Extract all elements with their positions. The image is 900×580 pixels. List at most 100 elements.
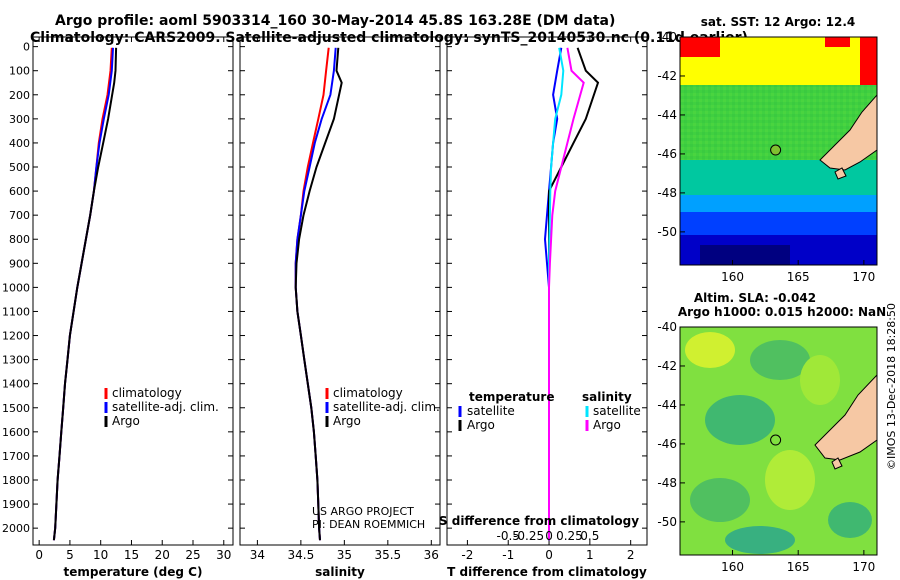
sst_map-frame [679,36,878,266]
temperature-xtick-label: 5 [66,548,74,562]
sla_map-ytick-label: -44 [657,398,677,412]
depth-tick-label: 600 [9,185,30,198]
difference-xtick-label: 1 [586,548,594,562]
temperature-frame [32,36,234,546]
sst_map-float-marker [770,144,782,156]
sla_map-xtick-label: 160 [721,560,744,574]
sla_map-xtick-label: 170 [852,560,875,574]
depth-tick-label: 1500 [2,402,30,415]
depth-tick-label: 800 [9,233,30,246]
credit-imos: ©IMOS 13-Dec-2018 18:28:50 [885,303,898,470]
difference-x2label: S difference from climatology [439,514,639,528]
difference-xtick-label: -2 [461,548,473,562]
depth-tick-label: 1600 [2,426,30,439]
temperature-xtick-label: 0 [35,548,43,562]
difference-xtick-label: 0 [545,548,553,562]
sla_map-xtick-label: 165 [787,560,810,574]
depth-tick-label: 1000 [2,281,30,294]
difference-x2tick-label: 0.25 [556,529,583,543]
sla-map-field [680,327,877,555]
depth-tick-label: 2000 [2,522,30,535]
temperature-legend-label: Argo [112,414,140,428]
figure-title-line2: Climatology: CARS2009. Satellite-adjuste… [30,30,748,46]
sla_map-float-marker [770,434,782,446]
salinity-xtick-label: 36 [424,548,439,562]
difference-legend-label-salinity: Argo [593,418,621,432]
sst-map-title: sat. SST: 12 Argo: 12.4 [701,15,855,29]
sst_map-ytick-label: -42 [657,69,677,83]
salinity-series-argo [294,47,343,541]
sla-map-subtitle: Argo h1000: 0.015 h2000: NaN [678,305,886,319]
depth-tick-label: 400 [9,137,30,150]
salinity-frame [239,36,441,546]
temperature-xtick-label: 25 [185,548,200,562]
depth-tick-label: 1400 [2,378,30,391]
salinity-legend-label: satellite-adj. clim. [333,400,440,414]
depth-tick-label: 100 [9,65,30,78]
difference-x2tick-label: -0.5 [497,529,520,543]
temperature-series-satellite-adj-clim- [52,47,114,541]
temperature-series-argo [52,47,118,541]
sla_map-ytick-label: -48 [657,476,677,490]
sla_map-ytick-label: -50 [657,515,677,529]
temperature-legend-label: climatology [112,386,182,400]
difference-xlabel: T difference from climatology [447,565,647,579]
depth-tick-label: 1200 [2,330,30,343]
depth-tick-label: 1100 [2,305,30,318]
difference-legend-title-salinity: salinity [582,390,632,404]
credit-project: US ARGO PROJECT [312,505,414,518]
temperature-xtick-label: 20 [155,548,170,562]
temperature-xtick-label: 15 [124,548,139,562]
sla_map-frame [679,326,878,556]
sst_map-xtick-label: 170 [852,270,875,284]
temperature-legend-label: satellite-adj. clim. [112,400,219,414]
difference-frame [446,36,648,546]
difference-legend-label-temperature: satellite [467,404,515,418]
difference-x2tick-label: -0.25 [513,529,544,543]
depth-tick-label: 1800 [2,474,30,487]
sst-map-field [680,37,877,265]
difference-x2tick-label: 0.5 [580,529,599,543]
difference-legend-label-temperature: Argo [467,418,495,432]
sla_map-ytick-label: -42 [657,359,677,373]
difference-series-temperature-satellite [543,47,563,541]
difference-xtick-label: 2 [627,548,635,562]
depth-tick-label: 500 [9,161,30,174]
salinity-xtick-label: 34 [250,548,265,562]
credit-pi: PI: DEAN ROEMMICH [312,518,426,531]
depth-tick-label: 700 [9,209,30,222]
sst_map-xtick-label: 165 [787,270,810,284]
difference-legend-title-temperature: temperature [469,390,554,404]
difference-legend-label-salinity: satellite [593,404,641,418]
salinity-xlabel: salinity [315,565,365,579]
sst_map-ytick-label: -50 [657,225,677,239]
temperature-xtick-label: 30 [216,548,231,562]
temperature-xlabel: temperature (deg C) [64,565,203,579]
depth-tick-label: 200 [9,89,30,102]
depth-tick-label: 900 [9,257,30,270]
salinity-xtick-label: 34.5 [288,548,315,562]
salinity-legend-label: climatology [333,386,403,400]
depth-tick-label: 1300 [2,354,30,367]
depth-tick-label: 0 [23,41,30,54]
difference-xtick-label: -1 [502,548,514,562]
sst_map-ytick-label: -46 [657,147,677,161]
salinity-series-climatology [294,47,330,541]
salinity-xtick-label: 35.5 [374,548,401,562]
sla_map-ytick-label: -40 [657,320,677,334]
sst_map-xtick-label: 160 [721,270,744,284]
salinity-xtick-label: 35 [337,548,352,562]
salinity-legend-label: Argo [333,414,361,428]
figure-title-line1: Argo profile: aoml 5903314_160 30-May-20… [55,13,616,29]
depth-tick-label: 300 [9,113,30,126]
sst_map-ytick-label: -48 [657,186,677,200]
depth-tick-label: 1900 [2,498,30,511]
sst_map-ytick-label: -44 [657,108,677,122]
sla_map-ytick-label: -46 [657,437,677,451]
temperature-xtick-label: 10 [93,548,108,562]
sst_map-ytick-label: -40 [657,30,677,44]
difference-x2tick-label: 0 [545,529,553,543]
difference-series-salinity-argo [548,47,585,541]
sla-map-title: Altim. SLA: -0.042 [694,291,816,305]
